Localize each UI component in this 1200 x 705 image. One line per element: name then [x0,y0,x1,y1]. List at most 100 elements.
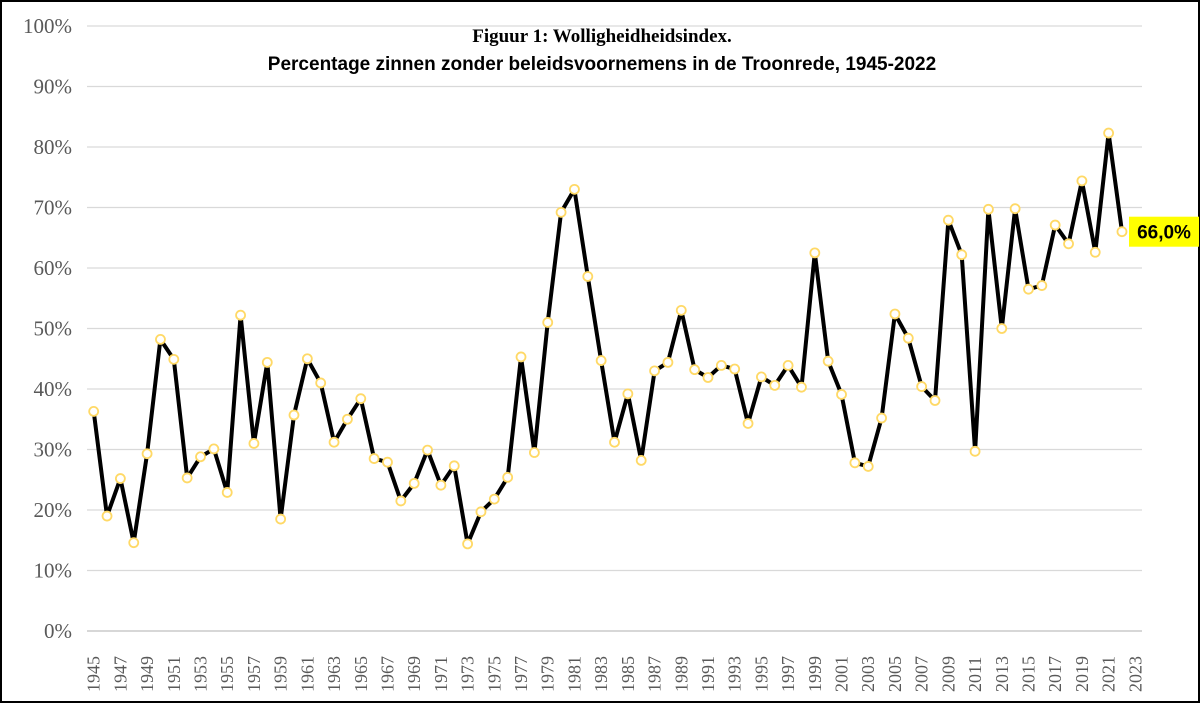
y-tick-label: 20% [34,498,73,522]
data-point [582,271,594,282]
y-tick-label: 50% [34,317,73,341]
data-point [849,457,861,469]
data-point [462,538,474,550]
y-tick-label: 70% [34,196,73,220]
data-point [382,456,393,468]
data-point [983,203,994,215]
data-point [902,332,914,344]
x-tick-label: 1977 [511,656,531,692]
data-point [649,365,660,377]
data-point [675,304,687,316]
x-tick-label: 1981 [564,656,584,692]
x-tick-label: 2021 [1099,656,1119,692]
last-value-label: 66,0% [1137,223,1191,244]
data-point [996,323,1008,334]
x-tick-label: 1949 [137,656,157,692]
x-tick-label: 2023 [1125,656,1145,692]
x-tick-label: 1975 [484,656,504,692]
x-tick-label: 2007 [912,656,932,692]
data-point [1036,280,1048,291]
x-tick-label: 2019 [1072,656,1092,692]
data-point [916,381,928,392]
data-point [1063,238,1074,250]
x-tick-label: 1987 [645,656,665,692]
data-point [942,214,954,226]
data-point [528,447,540,458]
data-point [114,473,126,484]
x-tick-label: 1959 [271,656,291,692]
data-point [755,371,767,383]
x-tick-label: 1947 [110,656,130,692]
x-tick-label: 1997 [778,656,798,692]
data-points [88,127,1128,550]
data-point [609,436,620,448]
data-point [569,183,580,195]
x-tick-label: 1955 [217,656,237,692]
x-tick-label: 2015 [1018,656,1038,692]
data-point [408,477,420,489]
data-point [368,453,380,464]
last-value-callout: 66,0% [1129,216,1199,247]
x-tick-label: 1971 [431,656,451,692]
data-point [315,377,327,389]
data-point [822,355,834,367]
data-point [235,309,246,321]
x-tick-label: 1969 [404,656,424,692]
data-point [876,412,887,424]
series-line [91,131,1124,546]
x-tick-label: 1965 [351,656,371,692]
data-point [1089,246,1101,258]
data-point [542,317,554,328]
data-point [1116,226,1128,238]
y-tick-label: 60% [34,256,73,280]
data-point [141,448,153,460]
data-point [128,537,140,549]
y-tick-label: 80% [34,135,73,159]
x-tick-label: 2001 [832,656,852,692]
data-point [248,438,260,449]
chart-subtitle: Percentage zinnen zonder beleidsvoorneme… [268,54,936,75]
data-point [622,388,634,400]
data-point [1049,219,1061,231]
x-tick-label: 1979 [538,656,558,692]
data-point [729,363,741,375]
x-tick-label: 1983 [591,656,611,692]
x-tick-label: 2017 [1045,656,1065,692]
y-tick-label: 0% [44,619,72,643]
x-tick-label: 1967 [377,656,397,692]
x-tick-label: 1999 [805,656,825,692]
gridlines [87,25,1142,632]
data-point [435,479,447,491]
data-point [1076,175,1088,187]
x-axis-ticks: 1945 1947 1949 1951 1953 1955 1957 1959 1961 1963… [84,656,1146,692]
data-point [288,409,300,421]
y-tick-label: 100% [23,14,72,38]
x-tick-label: 1973 [458,656,478,692]
x-tick-label: 1993 [725,656,745,692]
data-point [689,364,701,376]
data-point [195,451,206,463]
data-point [502,471,514,483]
data-point [555,206,567,218]
data-point [448,460,460,472]
x-tick-label: 1963 [324,656,344,692]
data-point [328,436,340,448]
data-point [809,247,821,259]
x-tick-label: 2013 [992,656,1012,692]
data-point [101,510,113,522]
x-tick-label: 1991 [698,656,718,692]
data-point [261,356,273,368]
data-point [155,333,166,345]
y-axis-ticks: 0% 10% 20% 30% 40% 50% 60% 70% 80% 90% 100% [23,14,72,643]
data-point [702,372,714,383]
data-point [1103,127,1115,139]
data-point [88,405,100,417]
data-point [475,506,487,518]
y-tick-label: 10% [34,559,73,583]
data-point [635,454,647,466]
x-tick-label: 1951 [164,656,184,692]
x-tick-label: 2011 [965,657,985,692]
data-point [488,493,500,505]
